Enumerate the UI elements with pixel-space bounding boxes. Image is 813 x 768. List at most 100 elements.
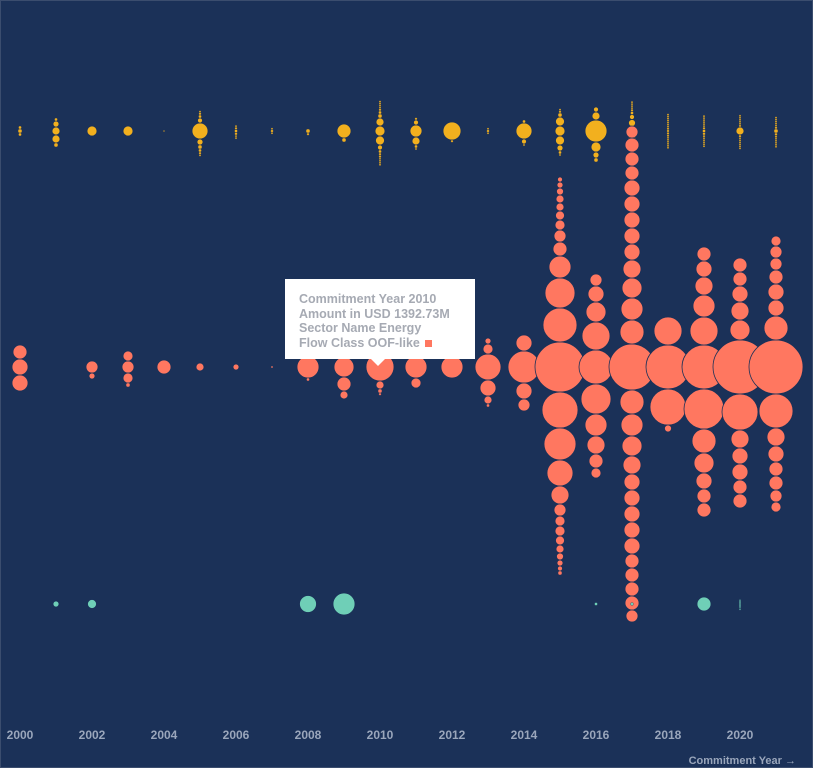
bubble-point[interactable] — [739, 606, 741, 609]
bubble-point[interactable] — [738, 143, 742, 146]
bubble-point[interactable] — [486, 403, 490, 408]
bubble-point[interactable] — [694, 276, 714, 296]
bubble-point[interactable] — [774, 120, 778, 123]
bubble-point[interactable] — [543, 427, 577, 461]
bubble-point[interactable] — [17, 128, 23, 134]
bubble-point[interactable] — [554, 219, 566, 231]
bubble-point[interactable] — [378, 152, 382, 156]
bubble-point[interactable] — [768, 461, 784, 477]
bubble-point[interactable] — [738, 114, 742, 117]
bubble-point[interactable] — [691, 428, 717, 454]
bubble-point[interactable] — [721, 393, 759, 431]
bubble-point[interactable] — [621, 435, 643, 457]
bubble-point[interactable] — [558, 110, 562, 114]
bubble-point[interactable] — [768, 269, 784, 285]
bubble-point[interactable] — [515, 122, 533, 140]
bubble-point[interactable] — [195, 362, 205, 372]
bubble-point[interactable] — [653, 316, 683, 346]
bubble-point[interactable] — [623, 489, 641, 507]
bubble-point[interactable] — [774, 139, 778, 142]
bubble-point[interactable] — [629, 114, 635, 120]
bubble-point[interactable] — [593, 106, 599, 113]
bubble-point[interactable] — [553, 229, 567, 243]
bubble-point[interactable] — [630, 100, 634, 104]
bubble-point[interactable] — [696, 488, 712, 504]
bubble-point[interactable] — [414, 117, 418, 121]
bubble-point[interactable] — [375, 380, 385, 390]
bubble-point[interactable] — [586, 435, 606, 455]
bubble-point[interactable] — [630, 106, 634, 110]
bubble-point[interactable] — [377, 144, 383, 151]
bubble-point[interactable] — [85, 360, 99, 374]
bubble-point[interactable] — [486, 127, 490, 130]
bubble-point[interactable] — [198, 151, 202, 155]
bubble-point[interactable] — [557, 112, 563, 118]
bubble-point[interactable] — [588, 453, 604, 469]
bubble-point[interactable] — [702, 118, 706, 122]
bubble-point[interactable] — [666, 127, 670, 130]
bubble-point[interactable] — [556, 181, 564, 189]
bubble-point[interactable] — [197, 144, 203, 150]
bubble-point[interactable] — [774, 116, 778, 119]
bubble-point[interactable] — [450, 139, 454, 143]
bubble-point[interactable] — [696, 596, 712, 612]
bubble-point[interactable] — [11, 374, 29, 392]
bubble-point[interactable] — [695, 472, 713, 490]
bubble-point[interactable] — [198, 114, 202, 119]
bubble-point[interactable] — [198, 110, 202, 113]
bubble-point[interactable] — [555, 544, 565, 554]
bubble-point[interactable] — [664, 424, 672, 433]
bubble-point[interactable] — [234, 136, 238, 140]
bubble-point[interactable] — [623, 243, 641, 261]
bubble-point[interactable] — [486, 132, 490, 135]
bubble-point[interactable] — [693, 452, 715, 474]
bubble-point[interactable] — [738, 141, 742, 144]
bubble-point[interactable] — [440, 355, 464, 379]
bubble-point[interactable] — [378, 161, 382, 164]
bubble-point[interactable] — [554, 525, 566, 537]
bubble-point[interactable] — [191, 122, 209, 140]
bubble-point[interactable] — [377, 388, 383, 394]
bubble-point[interactable] — [731, 285, 749, 303]
bubble-point[interactable] — [592, 151, 600, 159]
bubble-point[interactable] — [270, 132, 274, 135]
bubble-point[interactable] — [738, 147, 742, 150]
bubble-point[interactable] — [666, 129, 670, 133]
bubble-point[interactable] — [696, 502, 712, 518]
bubble-point[interactable] — [414, 144, 418, 149]
bubble-point[interactable] — [198, 148, 202, 153]
bubble-point[interactable] — [515, 382, 533, 400]
bubble-point[interactable] — [122, 350, 134, 362]
bubble-point[interactable] — [517, 398, 531, 412]
bubble-point[interactable] — [738, 145, 742, 148]
bubble-point[interactable] — [374, 125, 386, 137]
bubble-point[interactable] — [731, 463, 749, 481]
bubble-point[interactable] — [666, 123, 670, 126]
bubble-point[interactable] — [758, 393, 794, 429]
bubble-point[interactable] — [770, 235, 782, 247]
bubble-point[interactable] — [51, 126, 61, 136]
bubble-point[interactable] — [585, 301, 607, 323]
bubble-point[interactable] — [299, 595, 317, 613]
bubble-point[interactable] — [623, 473, 641, 491]
bubble-point[interactable] — [306, 377, 310, 382]
bubble-point[interactable] — [580, 383, 612, 415]
bubble-point[interactable] — [774, 143, 778, 146]
bubble-point[interactable] — [630, 108, 634, 112]
bubble-point[interactable] — [590, 467, 602, 479]
bubble-point[interactable] — [558, 108, 562, 111]
bubble-point[interactable] — [730, 429, 750, 449]
bubble-point[interactable] — [270, 365, 274, 369]
bubble-point[interactable] — [555, 135, 565, 146]
bubble-point[interactable] — [378, 102, 382, 105]
bubble-point[interactable] — [53, 142, 59, 148]
bubble-point[interactable] — [666, 140, 670, 143]
bubble-point[interactable] — [738, 122, 742, 125]
bubble-point[interactable] — [763, 315, 789, 341]
bubble-point[interactable] — [558, 150, 562, 155]
bubble-point[interactable] — [198, 154, 202, 157]
bubble-point[interactable] — [414, 147, 418, 151]
bubble-point[interactable] — [378, 149, 382, 154]
bubble-point[interactable] — [624, 553, 640, 569]
bubble-point[interactable] — [623, 179, 641, 197]
